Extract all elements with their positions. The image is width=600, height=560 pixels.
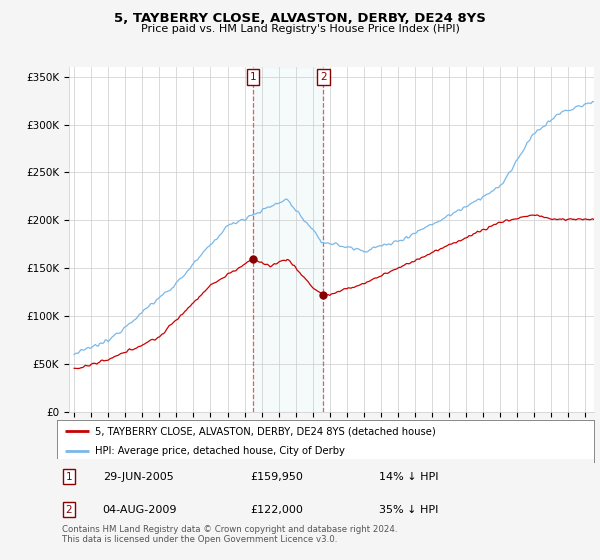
Text: 5, TAYBERRY CLOSE, ALVASTON, DERBY, DE24 8YS: 5, TAYBERRY CLOSE, ALVASTON, DERBY, DE24… xyxy=(114,12,486,25)
Text: Price paid vs. HM Land Registry's House Price Index (HPI): Price paid vs. HM Land Registry's House … xyxy=(140,24,460,34)
Text: Contains HM Land Registry data © Crown copyright and database right 2024.
This d: Contains HM Land Registry data © Crown c… xyxy=(62,525,398,544)
Text: 1: 1 xyxy=(250,72,256,82)
Text: 29-JUN-2005: 29-JUN-2005 xyxy=(103,472,173,482)
Text: HPI: Average price, detached house, City of Derby: HPI: Average price, detached house, City… xyxy=(95,446,344,456)
Text: 2: 2 xyxy=(320,72,326,82)
Text: 35% ↓ HPI: 35% ↓ HPI xyxy=(379,505,439,515)
Bar xyxy=(253,67,323,412)
Text: 04-AUG-2009: 04-AUG-2009 xyxy=(103,505,177,515)
Text: 2: 2 xyxy=(65,505,72,515)
Text: 14% ↓ HPI: 14% ↓ HPI xyxy=(379,472,439,482)
Text: £122,000: £122,000 xyxy=(250,505,303,515)
Text: £159,950: £159,950 xyxy=(250,472,303,482)
Text: 5, TAYBERRY CLOSE, ALVASTON, DERBY, DE24 8YS (detached house): 5, TAYBERRY CLOSE, ALVASTON, DERBY, DE24… xyxy=(95,426,436,436)
Text: 1: 1 xyxy=(65,472,72,482)
